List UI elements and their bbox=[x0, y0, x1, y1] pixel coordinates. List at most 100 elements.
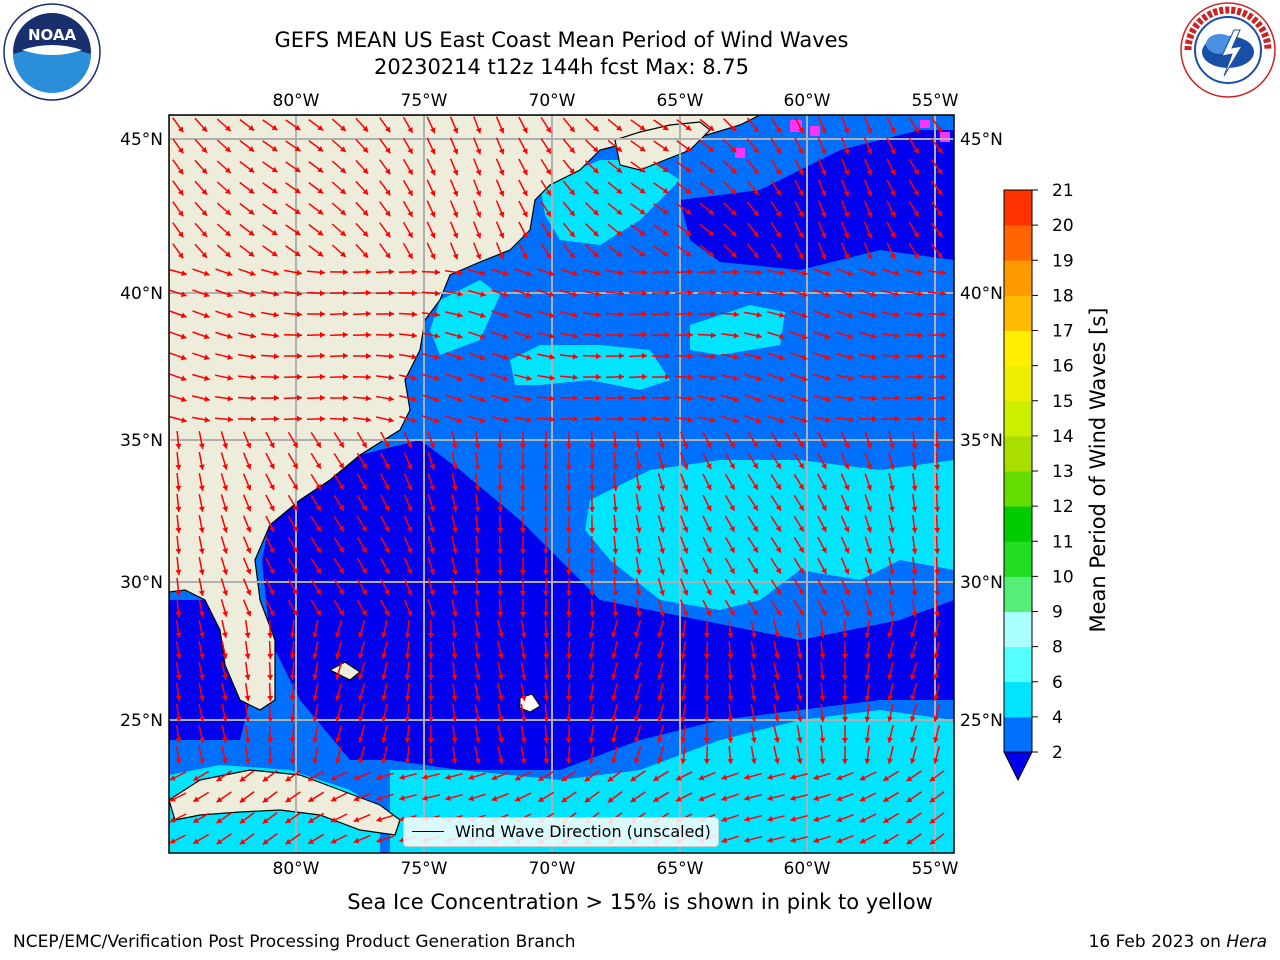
wind-wave-arrowhead bbox=[569, 168, 575, 174]
wind-wave-arrowhead bbox=[721, 837, 728, 844]
wind-wave-arrowhead bbox=[169, 838, 176, 844]
wind-wave-arrowhead bbox=[843, 526, 850, 533]
wind-wave-arrowhead bbox=[756, 333, 762, 339]
wind-wave-arrowhead bbox=[404, 632, 411, 638]
wind-wave-arrowhead bbox=[177, 126, 184, 133]
wind-wave-arrowhead bbox=[429, 547, 436, 554]
wind-wave-arrowhead bbox=[204, 396, 210, 402]
wind-wave-arrowhead bbox=[933, 653, 939, 659]
wind-wave-arrowhead bbox=[657, 632, 663, 638]
wind-wave-arrowhead bbox=[480, 270, 486, 276]
wind-wave-arrowhead bbox=[216, 838, 223, 845]
wind-wave-arrowhead bbox=[755, 396, 762, 403]
wind-wave-arrowhead bbox=[358, 716, 364, 722]
wind-wave-arrowhead bbox=[434, 311, 440, 318]
wind-wave-arrowhead bbox=[198, 590, 205, 596]
wind-wave-arrowhead bbox=[798, 483, 804, 490]
wind-wave-arrowhead bbox=[175, 569, 182, 575]
longitude-labels-top: 80°W 75°W 70°W 65°W 60°W 55°W bbox=[273, 91, 959, 111]
wind-wave-arrowhead bbox=[244, 632, 251, 638]
wind-wave-arrowhead bbox=[201, 168, 207, 174]
wind-wave-arrowhead bbox=[744, 795, 750, 801]
wind-wave-arrowhead bbox=[687, 268, 693, 275]
wind-wave-arrowhead bbox=[680, 674, 687, 680]
wind-wave-arrowhead bbox=[338, 504, 344, 511]
wind-wave-arrowhead bbox=[843, 169, 850, 176]
wind-wave-arrowhead bbox=[338, 609, 344, 616]
deep-blue-region-north bbox=[680, 130, 954, 270]
wind-wave-arrowhead bbox=[913, 189, 919, 196]
wind-wave-arrowhead bbox=[847, 333, 854, 340]
wind-wave-arrowhead bbox=[221, 632, 228, 638]
wind-wave-arrowhead bbox=[338, 525, 344, 532]
wind-wave-arrowhead bbox=[616, 125, 622, 131]
wind-wave-arrowhead bbox=[641, 373, 647, 380]
wind-wave-arrowhead bbox=[703, 695, 710, 701]
wind-wave-arrowhead bbox=[616, 251, 622, 257]
wind-wave-arrowhead bbox=[836, 816, 843, 823]
colorbar-segment bbox=[1004, 295, 1032, 331]
wind-wave-arrowhead bbox=[911, 611, 918, 617]
wind-wave-arrowhead bbox=[727, 758, 734, 764]
wind-wave-arrowhead bbox=[796, 758, 803, 764]
wind-wave-arrowhead bbox=[317, 230, 324, 236]
wind-wave-arrowhead bbox=[889, 464, 895, 470]
wind-wave-arrowhead bbox=[411, 332, 417, 339]
wind-wave-arrowhead bbox=[820, 127, 827, 134]
wind-wave-arrowhead bbox=[641, 269, 647, 276]
wind-wave-arrowhead bbox=[406, 547, 413, 554]
wind-wave-arrowhead bbox=[381, 674, 388, 680]
lon-label-top: 60°W bbox=[784, 91, 831, 111]
wind-wave-arrowhead bbox=[572, 353, 578, 360]
wind-wave-arrowhead bbox=[175, 485, 182, 491]
wind-wave-arrowhead bbox=[917, 415, 923, 422]
wind-wave-arrowhead bbox=[635, 506, 642, 512]
wind-wave-arrowhead bbox=[618, 311, 624, 318]
wind-wave-arrowhead bbox=[249, 270, 256, 277]
wind-wave-arrowhead bbox=[362, 209, 369, 216]
wind-wave-arrowhead bbox=[595, 415, 601, 422]
wind-wave-arrowhead bbox=[848, 395, 854, 402]
wind-wave-arrowhead bbox=[889, 485, 895, 491]
wind-wave-arrowhead bbox=[317, 209, 324, 215]
wind-wave-arrowhead bbox=[565, 527, 572, 533]
wind-wave-arrowhead bbox=[894, 374, 900, 381]
wind-wave-arrowhead bbox=[565, 737, 572, 743]
wind-wave-arrowhead bbox=[773, 695, 780, 701]
wind-wave-arrowhead bbox=[342, 352, 348, 359]
wind-wave-arrowhead bbox=[543, 653, 550, 659]
wind-wave-arrowhead bbox=[798, 609, 804, 616]
wind-wave-arrowhead bbox=[864, 758, 871, 764]
wind-wave-arrowhead bbox=[634, 653, 640, 659]
wind-wave-arrowhead bbox=[430, 169, 436, 176]
wind-wave-arrowhead bbox=[362, 146, 369, 153]
wind-wave-arrowhead bbox=[750, 716, 757, 722]
wind-wave-arrowhead bbox=[315, 504, 321, 511]
wind-wave-arrowhead bbox=[871, 353, 877, 360]
wind-wave-arrowhead bbox=[848, 354, 854, 360]
wind-wave-arrowhead bbox=[317, 188, 324, 194]
wind-wave-arrowhead bbox=[335, 674, 341, 680]
wind-wave-arrowhead bbox=[687, 395, 693, 402]
wind-wave-arrowhead bbox=[685, 124, 692, 131]
wind-wave-arrowhead bbox=[779, 290, 785, 297]
wind-wave-arrowhead bbox=[595, 311, 601, 318]
wind-wave-arrowhead bbox=[274, 394, 279, 401]
wind-wave-arrowhead bbox=[428, 696, 434, 701]
map-frame bbox=[168, 114, 955, 854]
wind-wave-arrowhead bbox=[866, 589, 873, 596]
sea-ice-patch bbox=[940, 132, 950, 142]
wind-wave-arrowhead bbox=[641, 394, 647, 401]
wind-wave-arrowhead bbox=[245, 505, 252, 512]
wind-wave-arrowhead bbox=[753, 168, 759, 174]
wind-wave-arrowhead bbox=[642, 416, 647, 422]
wind-wave-arrowhead bbox=[267, 674, 274, 680]
wind-wave-arrowhead bbox=[497, 485, 504, 491]
wind-wave-arrowhead bbox=[592, 125, 599, 132]
wind-wave-arrowhead bbox=[698, 774, 705, 781]
wind-wave-arrowhead bbox=[331, 817, 337, 823]
wind-wave-arrowhead bbox=[906, 796, 913, 803]
wind-wave-arrowhead bbox=[522, 127, 528, 133]
wind-wave-arrowhead bbox=[843, 568, 850, 575]
